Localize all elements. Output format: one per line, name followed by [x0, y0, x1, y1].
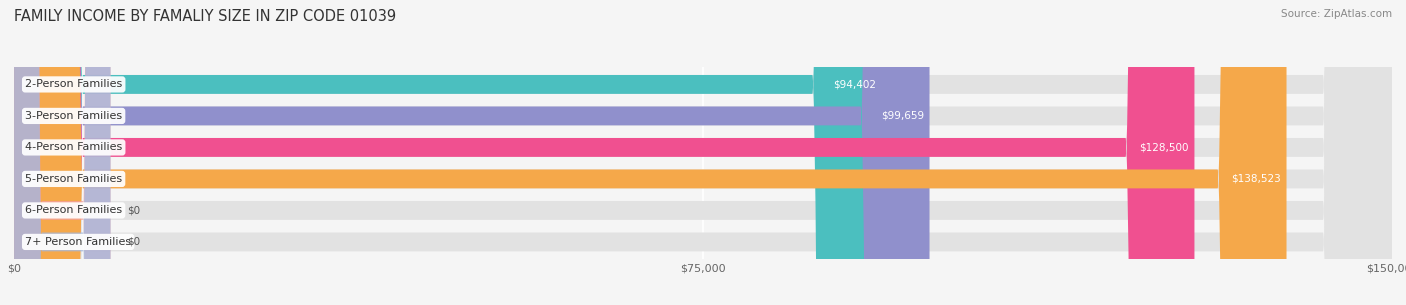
FancyBboxPatch shape [14, 0, 1392, 305]
FancyBboxPatch shape [14, 0, 1392, 305]
Text: $94,402: $94,402 [832, 79, 876, 89]
FancyBboxPatch shape [14, 0, 1286, 305]
Text: $99,659: $99,659 [882, 111, 924, 121]
FancyBboxPatch shape [14, 0, 1392, 305]
Text: 7+ Person Families: 7+ Person Families [25, 237, 131, 247]
Text: Source: ZipAtlas.com: Source: ZipAtlas.com [1281, 9, 1392, 19]
FancyBboxPatch shape [14, 0, 882, 305]
Text: 3-Person Families: 3-Person Families [25, 111, 122, 121]
FancyBboxPatch shape [14, 0, 1392, 305]
Text: $138,523: $138,523 [1232, 174, 1281, 184]
Text: 2-Person Families: 2-Person Families [25, 79, 122, 89]
FancyBboxPatch shape [14, 0, 929, 305]
Text: $0: $0 [127, 237, 141, 247]
FancyBboxPatch shape [14, 0, 1195, 305]
FancyBboxPatch shape [14, 0, 1392, 305]
FancyBboxPatch shape [14, 0, 1392, 305]
Text: 6-Person Families: 6-Person Families [25, 206, 122, 215]
Text: 4-Person Families: 4-Person Families [25, 142, 122, 152]
Text: $0: $0 [127, 206, 141, 215]
Text: FAMILY INCOME BY FAMALIY SIZE IN ZIP CODE 01039: FAMILY INCOME BY FAMALIY SIZE IN ZIP COD… [14, 9, 396, 24]
Text: $128,500: $128,500 [1139, 142, 1189, 152]
FancyBboxPatch shape [14, 0, 111, 305]
FancyBboxPatch shape [14, 0, 111, 305]
Text: 5-Person Families: 5-Person Families [25, 174, 122, 184]
